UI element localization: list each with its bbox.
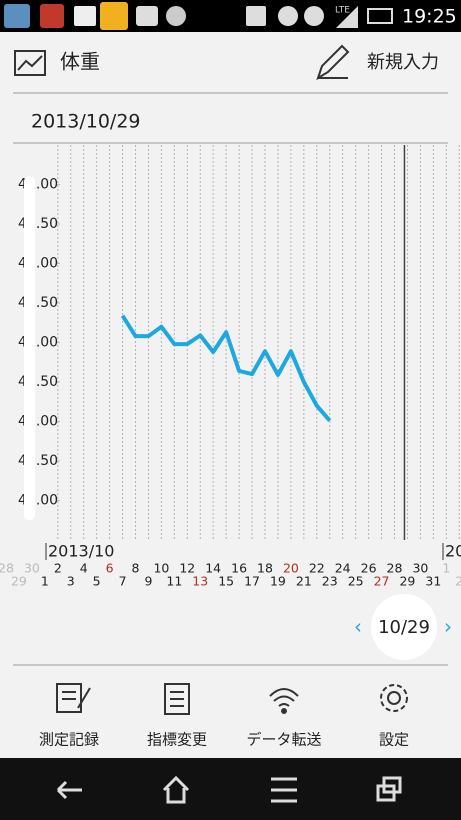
weight-line <box>120 314 332 423</box>
x-tick-label: 25 <box>348 574 364 589</box>
x-tick-label: 29 <box>399 574 415 589</box>
x-tick-label: 16 <box>231 561 247 576</box>
x-tick-label: 4 <box>80 561 88 576</box>
new-entry-button[interactable] <box>316 44 350 81</box>
x-tick-label: 28 <box>0 561 14 576</box>
x-tick-label: 31 <box>425 574 441 589</box>
x-tick-label: 14 <box>205 561 221 576</box>
x-tick-label: 1 <box>41 574 49 589</box>
new-entry-label[interactable]: 新規入力 <box>367 52 439 73</box>
x-tick-label: 30 <box>24 561 40 576</box>
x-tick-label: 6 <box>106 561 114 576</box>
screen-title: 体重 <box>60 50 100 74</box>
weight-icon <box>14 50 46 76</box>
month-label: 2013/10 <box>48 542 114 561</box>
x-tick-label: 18 <box>257 561 273 576</box>
label-overlay <box>24 176 35 520</box>
date-badge <box>371 594 437 660</box>
x-tick-label: 23 <box>322 574 338 589</box>
x-tick-label: 13 <box>192 574 208 589</box>
x-tick-label: 9 <box>144 574 152 589</box>
x-tick-label: 19 <box>270 574 286 589</box>
next-button[interactable]: › <box>444 615 452 639</box>
menu-label[interactable]: 測定記録 <box>39 731 99 749</box>
menu-icons <box>56 683 408 715</box>
x-tick-label: 8 <box>132 561 140 576</box>
x-tick-label: 2 <box>455 574 461 589</box>
chart: 48.0047.5047.0046.5046.0045.5045.0044.50… <box>0 145 461 589</box>
x-tick-label: 17 <box>244 574 260 589</box>
selected-date: 10/29 <box>378 617 430 638</box>
network-type: LTE <box>335 6 350 16</box>
nav-buttons[interactable] <box>56 775 402 804</box>
x-tick-label: 24 <box>335 561 351 576</box>
menu-label[interactable]: 設定 <box>379 731 409 749</box>
x-tick-label: 12 <box>179 561 195 576</box>
x-tick-label: 7 <box>119 574 127 589</box>
prev-button[interactable]: ‹ <box>354 615 362 639</box>
x-tick-label: 2 <box>54 561 62 576</box>
x-tick-label: 10 <box>153 561 169 576</box>
x-tick-label: 1 <box>442 561 450 576</box>
month-label: 2013/11 <box>445 542 461 561</box>
x-tick-label: 21 <box>296 574 312 589</box>
menu-label[interactable]: データ転送 <box>246 731 321 749</box>
notification-icons <box>4 2 393 30</box>
x-tick-label: 30 <box>412 561 428 576</box>
x-tick-label: 11 <box>166 574 182 589</box>
x-tick-label: 3 <box>67 574 75 589</box>
menu-label[interactable]: 指標変更 <box>147 731 207 749</box>
clock: 19:25 <box>402 6 457 28</box>
x-tick-label: 20 <box>283 561 299 576</box>
x-tick-label: 27 <box>374 574 390 589</box>
current-date: 2013/10/29 <box>31 111 141 133</box>
x-tick-label: 28 <box>387 561 403 576</box>
x-tick-label: 5 <box>93 574 101 589</box>
x-tick-label: 15 <box>218 574 234 589</box>
x-tick-label: 26 <box>361 561 377 576</box>
x-tick-label: 22 <box>309 561 325 576</box>
x-tick-label: 29 <box>11 574 27 589</box>
